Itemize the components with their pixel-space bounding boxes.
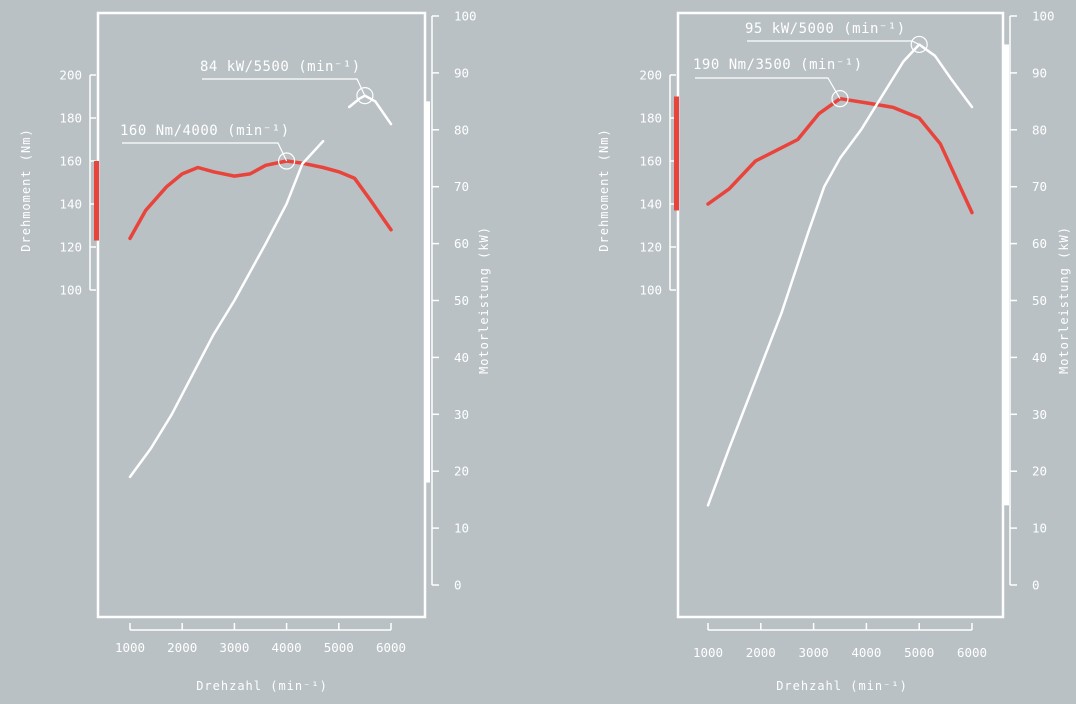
- annotation-leader: [695, 77, 841, 100]
- annotation-leader: [122, 142, 288, 162]
- torque-range-bar: [94, 161, 99, 241]
- right-tick-label: 50: [454, 293, 469, 308]
- x-tick-label: 2000: [746, 645, 776, 660]
- annotation-marker: [910, 35, 928, 54]
- torque-line-1: [128, 159, 393, 241]
- annotation-leader: [747, 40, 920, 46]
- left-tick-label: 140: [59, 197, 82, 212]
- chart-panel-1: 1000 2000 3000 4000 5000 60001001201401601802…: [19, 9, 491, 694]
- right-tick-label: 20: [454, 464, 469, 479]
- right-tick-label: 10: [1032, 521, 1047, 536]
- left-axis-title: Drehmoment (Nm): [19, 128, 33, 251]
- right-tick-label: 60: [454, 236, 469, 251]
- x-tick-label: 1000: [115, 640, 145, 655]
- left-tick-label: 100: [59, 283, 82, 298]
- left-tick-label: 160: [639, 154, 662, 169]
- annotation-marker: [831, 90, 849, 108]
- right-tick-label: 80: [454, 122, 469, 137]
- left-tick-label: 160: [59, 154, 82, 169]
- right-tick-label: 60: [1032, 236, 1047, 251]
- x-tick-label: 5000: [324, 640, 354, 655]
- annotation-marker: [356, 87, 374, 105]
- right-tick-label: 50: [1032, 293, 1047, 308]
- right-tick-label: 100: [1032, 9, 1055, 24]
- right-tick-label: 0: [1032, 578, 1040, 593]
- right-tick-label: 70: [1032, 179, 1047, 194]
- right-axis-title: Motorleistung (kW): [1057, 226, 1071, 374]
- left-tick-label: 120: [59, 240, 82, 255]
- right-tick-label: 20: [1032, 464, 1047, 479]
- plot-frame: [676, 11, 1005, 619]
- x-tick-label: 1000: [693, 645, 723, 660]
- right-tick-label: 30: [454, 407, 469, 422]
- right-tick-label: 40: [454, 350, 469, 365]
- left-tick-label: 140: [639, 197, 662, 212]
- x-tick-label: 5000: [904, 645, 934, 660]
- torque-range-bar: [674, 96, 679, 211]
- left-tick-label: 180: [639, 111, 662, 126]
- x-tick-label: 3000: [799, 645, 829, 660]
- right-axis-title: Motorleistung (kW): [477, 226, 491, 374]
- annotation-label: 84 kW/5500 (min⁻¹): [200, 59, 361, 75]
- left-tick-label: 100: [639, 283, 662, 298]
- chart-panel-2: 1000 2000 3000 4000 5000 60001001201401601802…: [597, 9, 1071, 694]
- right-tick-label: 0: [454, 578, 462, 593]
- left-tick-label: 180: [59, 111, 82, 126]
- power-line-2: [128, 139, 325, 479]
- x-tick-label: 6000: [376, 640, 406, 655]
- power-range-bar: [425, 101, 430, 483]
- right-tick-label: 100: [454, 9, 477, 24]
- right-tick-label: 30: [1032, 407, 1047, 422]
- left-tick-label: 120: [639, 240, 662, 255]
- left-axis-title: Drehmoment (Nm): [597, 128, 611, 251]
- x-tick-label: 4000: [272, 640, 302, 655]
- right-tick-label: 90: [454, 65, 469, 80]
- power-line-3: [347, 94, 393, 126]
- right-tick-label: 10: [454, 521, 469, 536]
- x-axis-title: Drehzahl (min⁻¹): [776, 679, 908, 693]
- right-tick-label: 70: [454, 179, 469, 194]
- x-axis-title: Drehzahl (min⁻¹): [196, 679, 328, 693]
- right-tick-label: 80: [1032, 122, 1047, 137]
- x-tick-label: 4000: [851, 645, 881, 660]
- x-tick-label: 6000: [957, 645, 987, 660]
- annotation-leader: [202, 78, 366, 96]
- right-tick-label: 40: [1032, 350, 1047, 365]
- x-tick-label: 3000: [219, 640, 249, 655]
- right-tick-label: 90: [1032, 65, 1047, 80]
- annotation-marker: [278, 152, 296, 170]
- annotation-label: 95 kW/5000 (min⁻¹): [745, 21, 906, 37]
- power-line-2: [706, 43, 974, 507]
- annotation-label: 160 Nm/4000 (min⁻¹): [120, 123, 290, 139]
- power-range-bar: [1004, 44, 1009, 506]
- left-tick-label: 200: [639, 68, 662, 83]
- left-tick-label: 200: [59, 68, 82, 83]
- annotation-label: 190 Nm/3500 (min⁻¹): [693, 57, 863, 73]
- x-tick-label: 2000: [167, 640, 197, 655]
- torque-line-1: [706, 96, 974, 215]
